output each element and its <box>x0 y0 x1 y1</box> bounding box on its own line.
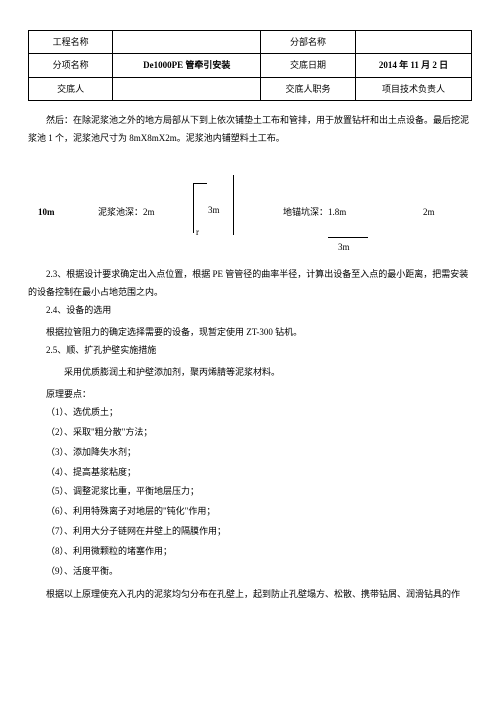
cell-r2c3: 交底日期 <box>261 54 356 77</box>
diag-3m: 3m <box>208 203 220 217</box>
cell-r2c4: 2014 年 11 月 2 日 <box>355 54 471 77</box>
list-item: （6）、利用特殊离子对地层的"钝化"作用； <box>28 502 472 522</box>
cell-r3c4: 项目技术负责人 <box>355 77 471 100</box>
section-2-3: 2.3、根据设计要求确定出入点位置，根据 PE 管管径的曲率半径，计算出设备至入… <box>28 265 472 301</box>
list-item: （1）、选优质土； <box>28 403 472 423</box>
list-item: （8）、利用微颗粒的堵塞作用； <box>28 542 472 562</box>
cell-r3c1: 交底人 <box>29 77 113 100</box>
cell-r2c2: De1000PE 管牵引安装 <box>113 54 261 77</box>
list-item: （3）、添加降失水剂； <box>28 443 472 463</box>
header-table: 工程名称 分部名称 分项名称 De1000PE 管牵引安装 交底日期 2014 … <box>28 30 472 101</box>
cell-r2c1: 分项名称 <box>29 54 113 77</box>
diag-hline1 <box>193 183 207 184</box>
diag-2m: 2m <box>423 205 435 219</box>
footer-para: 根据以上原理使充入孔内的泥浆均匀分布在孔壁上，起到防止孔壁塌方、松散、携带钻屑、… <box>28 585 472 603</box>
diag-r: r <box>196 225 199 239</box>
diagram-container: 10m 泥浆池深：2m 3m r 地锚坑深：1.8m 2m 3m <box>28 165 472 255</box>
cell-r1c2 <box>113 31 261 54</box>
section-2-4-body: 根据拉管阻力的确定选择需要的设备，现暂定使用 ZT-300 钻机。 <box>28 323 472 341</box>
diag-anchor: 地锚坑深：1.8m <box>283 205 346 219</box>
section-2-4-title: 2.4、设备的选用 <box>28 301 472 319</box>
cell-r1c4 <box>355 31 471 54</box>
list-item: （7）、利用大分子链网在井壁上的隔膜作用； <box>28 522 472 542</box>
list-item: （4）、提高基浆粘度； <box>28 463 472 483</box>
diag-10m: 10m <box>38 205 55 219</box>
cell-r3c3: 交底人职务 <box>261 77 356 100</box>
list-item: （5）、调整泥浆比重，平衡地层压力； <box>28 482 472 502</box>
cell-r1c1: 工程名称 <box>29 31 113 54</box>
cell-r1c3: 分部名称 <box>261 31 356 54</box>
section-2-5-title: 2.5、顺、扩孔护壁实施措施 <box>28 341 472 359</box>
principle-title: 原理要点： <box>28 385 472 403</box>
diag-hline2 <box>328 237 368 238</box>
diag-mud-depth: 泥浆池深：2m <box>98 205 155 219</box>
section-2-5-body: 采用优质膨润土和护壁添加剂，聚丙烯腈等泥浆材料。 <box>28 363 472 381</box>
list-item: （2）、采取"粗分散"方法； <box>28 423 472 443</box>
paragraph-intro: 然后：在除泥浆池之外的地方局部从下到上依次铺垫土工布和管排，用于放置钻杆和出土点… <box>28 111 472 147</box>
list-item: （9）、活度平衡。 <box>28 562 472 582</box>
diag-vline1 <box>193 183 194 233</box>
cell-r3c2 <box>113 77 261 100</box>
diag-3m2: 3m <box>338 240 350 254</box>
diag-vline2 <box>233 175 234 235</box>
